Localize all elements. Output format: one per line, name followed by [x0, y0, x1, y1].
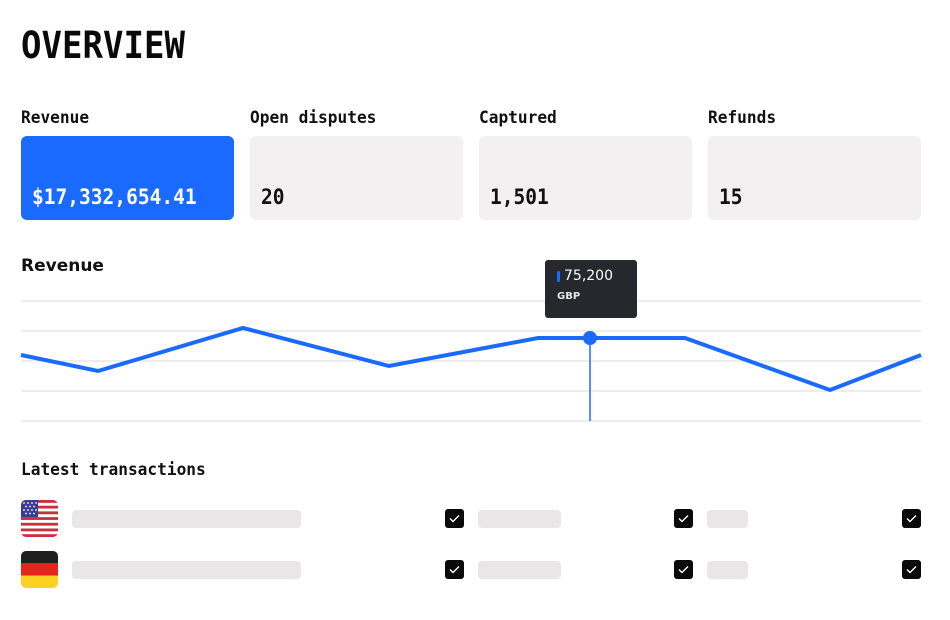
- stat-value: $17,332,654.41: [32, 185, 197, 209]
- checkmark-icon: [449, 515, 460, 523]
- stat-revenue[interactable]: Revenue $17,332,654.41: [21, 106, 234, 220]
- chart-gridlines: [21, 300, 921, 422]
- stat-label: Refunds: [708, 108, 777, 128]
- placeholder-bar: [478, 510, 561, 528]
- stat-value: 20: [261, 185, 285, 209]
- series-swatch-icon: [557, 271, 560, 282]
- placeholder-bar: [707, 510, 748, 528]
- stat-label: Captured: [479, 108, 557, 128]
- transaction-row[interactable]: [0, 551, 950, 589]
- stat-value: 1,501: [490, 185, 549, 209]
- checkbox[interactable]: [902, 560, 921, 579]
- placeholder-bar: [707, 561, 748, 579]
- stat-card[interactable]: $17,332,654.41: [21, 136, 234, 220]
- checkbox[interactable]: [674, 509, 693, 528]
- checkmark-icon: [678, 515, 689, 523]
- revenue-series-line: [20, 325, 922, 393]
- checkmark-icon: [906, 566, 917, 574]
- stat-card[interactable]: 15: [708, 136, 921, 220]
- tooltip-unit: GBP: [557, 291, 581, 302]
- transactions-title: Latest transactions: [21, 460, 206, 480]
- stat-refunds[interactable]: Refunds 15: [708, 106, 921, 220]
- transaction-row[interactable]: [0, 500, 950, 538]
- stat-value: 15: [719, 185, 743, 209]
- placeholder-bar: [72, 510, 301, 528]
- placeholder-bar: [478, 561, 561, 579]
- us-flag-icon: [21, 500, 58, 537]
- chart-tooltip: 75,200 GBP: [545, 260, 637, 318]
- checkbox[interactable]: [445, 509, 464, 528]
- stat-card[interactable]: 1,501: [479, 136, 692, 220]
- checkmark-icon: [678, 566, 689, 574]
- hover-point-marker[interactable]: [583, 331, 597, 345]
- checkmark-icon: [449, 566, 460, 574]
- chart-title: Revenue: [21, 256, 104, 276]
- stat-label: Revenue: [21, 108, 90, 128]
- checkbox[interactable]: [674, 560, 693, 579]
- checkbox[interactable]: [445, 560, 464, 579]
- stat-open-disputes[interactable]: Open disputes 20: [250, 106, 463, 220]
- checkmark-icon: [906, 515, 917, 523]
- stat-card[interactable]: 20: [250, 136, 463, 220]
- placeholder-bar: [72, 561, 301, 579]
- stat-label: Open disputes: [250, 108, 377, 128]
- checkbox[interactable]: [902, 509, 921, 528]
- tooltip-value: 75,200: [564, 268, 613, 284]
- de-flag-icon: [21, 551, 58, 588]
- revenue-line-chart[interactable]: [0, 290, 950, 430]
- page-title: OVERVIEW: [21, 24, 185, 67]
- stat-captured[interactable]: Captured 1,501: [479, 106, 692, 220]
